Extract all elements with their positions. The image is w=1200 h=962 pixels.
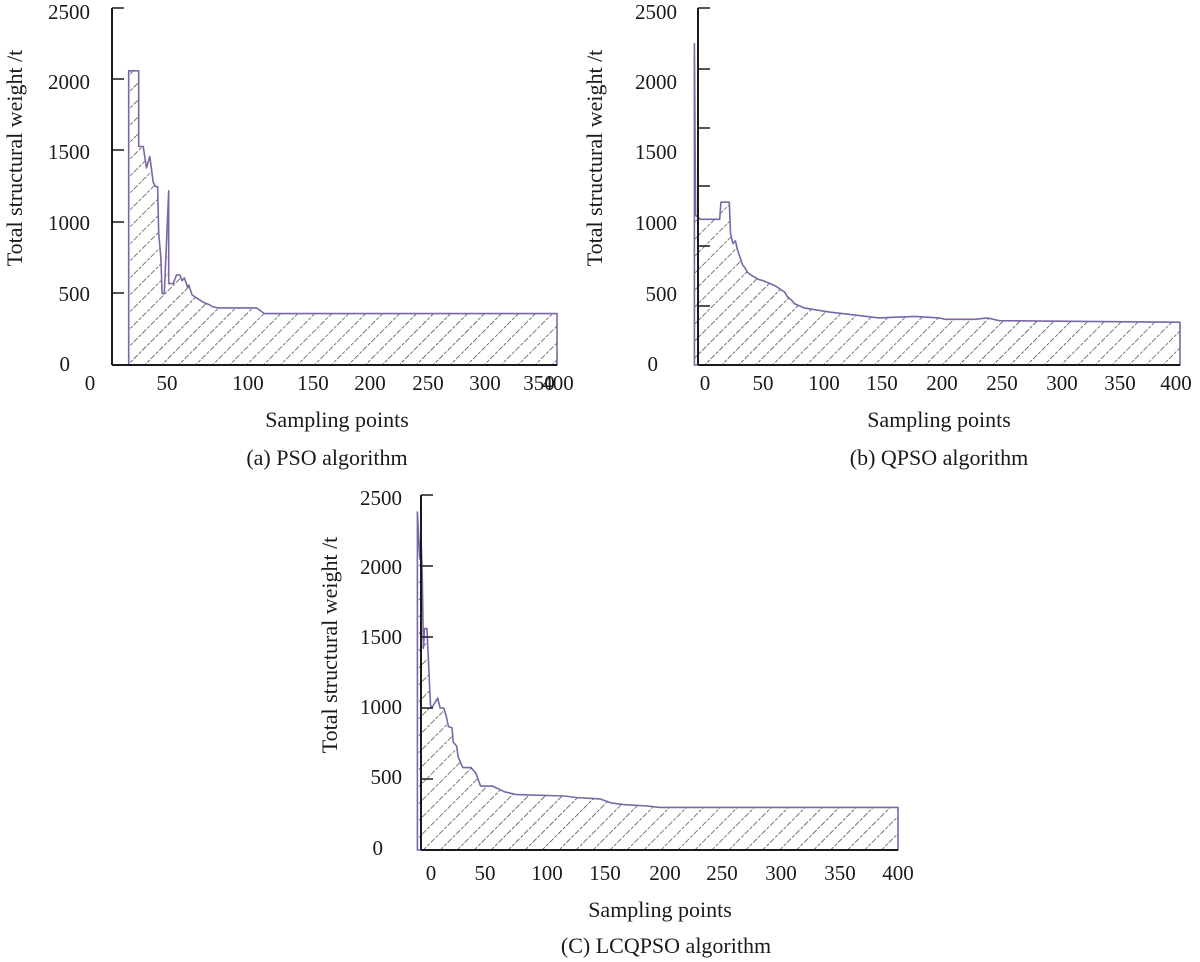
lcqpso-x-tick-label: 50 — [475, 861, 496, 885]
qpso-x-axis-title: Sampling points — [867, 407, 1011, 432]
panel-pso: 0 50 100 150 200 250 300 350 400 0 500 1… — [2, 0, 574, 470]
qpso-x-tick-label: 50 — [753, 371, 774, 395]
pso-y-tick-label: 2500 — [48, 0, 90, 24]
pso-y-axis-title: Total structural weight /t — [2, 50, 27, 267]
lcqpso-caption: (C) LCQPSO algorithm — [561, 933, 771, 958]
qpso-caption: (b) QPSO algorithm — [850, 445, 1028, 470]
pso-x-tick-label: 300 — [469, 371, 501, 395]
pso-x-axis-title: Sampling points — [265, 407, 409, 432]
lcqpso-y-tick-label: 1500 — [360, 625, 402, 649]
pso-x-tick-label: 400 — [542, 371, 574, 395]
pso-x-tick-label: 250 — [412, 371, 444, 395]
qpso-x-tick-label: 350 — [1104, 371, 1136, 395]
lcqpso-series-area — [416, 511, 899, 851]
pso-x-tick-labels: 0 50 100 150 200 250 300 350 400 — [85, 371, 574, 395]
qpso-y-tick-label: 500 — [646, 282, 678, 306]
pso-y-tick-label: 0 — [60, 352, 71, 376]
lcqpso-x-axis-title: Sampling points — [588, 897, 732, 922]
lcqpso-y-ticks — [421, 494, 433, 780]
qpso-y-tick-label: 2500 — [635, 0, 677, 24]
pso-x-tick-label: 350 — [523, 371, 555, 395]
pso-x-tick-label: 150 — [297, 371, 329, 395]
qpso-x-tick-label: 400 — [1160, 371, 1192, 395]
pso-series-area — [127, 70, 558, 366]
qpso-x-tick-label: 0 — [700, 371, 711, 395]
qpso-x-tick-label: 250 — [986, 371, 1018, 395]
qpso-x-tick-labels: 0 50 100 150 200 250 300 350 400 — [700, 371, 1192, 395]
pso-y-ticks — [112, 7, 124, 294]
lcqpso-y-tick-label: 0 — [373, 836, 384, 860]
qpso-y-ticks — [698, 7, 710, 307]
pso-x-tick-label: 0 — [85, 371, 96, 395]
lcqpso-x-tick-label: 350 — [824, 861, 856, 885]
pso-x-tick-label: 200 — [354, 371, 386, 395]
pso-y-tick-label: 1500 — [48, 140, 90, 164]
lcqpso-x-tick-label: 400 — [882, 861, 914, 885]
pso-y-tick-label: 1000 — [48, 211, 90, 235]
pso-caption: (a) PSO algorithm — [246, 445, 407, 470]
qpso-x-tick-label: 300 — [1046, 371, 1078, 395]
qpso-y-tick-label: 1500 — [635, 140, 677, 164]
lcqpso-x-tick-labels: 0 50 100 150 200 250 300 350 400 — [426, 861, 914, 885]
panel-qpso: 0 50 100 150 200 250 300 350 400 0 500 1… — [582, 0, 1192, 470]
qpso-y-tick-label: 1000 — [635, 211, 677, 235]
lcqpso-y-axis-title: Total structural weight /t — [317, 537, 342, 754]
pso-y-tick-label: 2000 — [48, 70, 90, 94]
panel-lcqpso: 0 50 100 150 200 250 300 350 400 0 500 1… — [317, 486, 914, 958]
qpso-y-tick-label: 2000 — [635, 70, 677, 94]
lcqpso-y-tick-labels: 0 500 1000 1500 2000 2500 — [360, 486, 402, 860]
pso-x-tick-label: 50 — [157, 371, 178, 395]
lcqpso-x-tick-label: 100 — [531, 861, 563, 885]
lcqpso-x-tick-label: 250 — [706, 861, 738, 885]
pso-y-tick-label: 500 — [59, 282, 91, 306]
qpso-x-tick-label: 200 — [926, 371, 958, 395]
lcqpso-y-tick-label: 2500 — [360, 486, 402, 510]
qpso-y-tick-labels: 0 500 1000 1500 2000 2500 — [635, 0, 677, 376]
lcqpso-x-tick-label: 0 — [426, 861, 437, 885]
pso-y-tick-labels: 0 500 1000 1500 2000 2500 — [48, 0, 90, 376]
lcqpso-y-tick-label: 500 — [371, 765, 403, 789]
qpso-y-tick-label: 0 — [648, 352, 659, 376]
lcqpso-x-tick-label: 200 — [649, 861, 681, 885]
lcqpso-x-tick-label: 300 — [765, 861, 797, 885]
lcqpso-x-tick-label: 150 — [589, 861, 621, 885]
lcqpso-y-tick-label: 2000 — [360, 555, 402, 579]
lcqpso-y-tick-label: 1000 — [360, 695, 402, 719]
qpso-y-axis-title: Total structural weight /t — [582, 50, 607, 267]
pso-x-tick-label: 100 — [232, 371, 264, 395]
qpso-x-tick-label: 150 — [866, 371, 898, 395]
qpso-x-tick-label: 100 — [808, 371, 840, 395]
qpso-series-area — [693, 42, 1181, 366]
